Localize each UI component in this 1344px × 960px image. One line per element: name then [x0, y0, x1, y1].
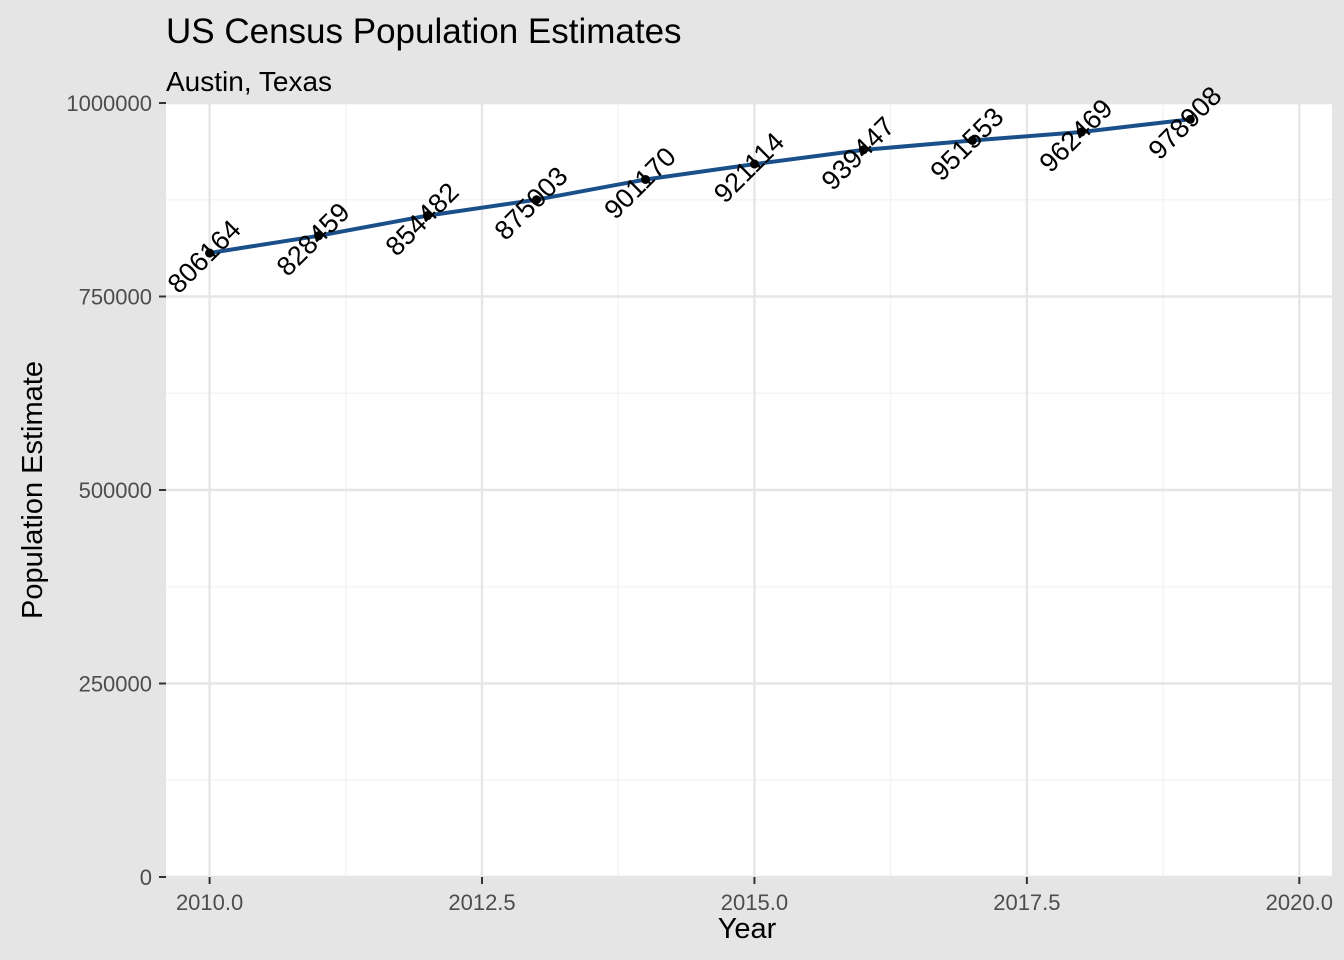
data-point: [1076, 127, 1086, 137]
y-tick-label: 750000: [79, 285, 152, 310]
chart-subtitle: Austin, Texas: [166, 66, 332, 97]
data-point: [749, 159, 759, 169]
x-tick-label: 2015.0: [721, 890, 788, 915]
data-point: [640, 174, 650, 184]
data-point: [1185, 114, 1195, 124]
data-point: [205, 248, 215, 258]
y-axis-title: Population Estimate: [17, 361, 49, 619]
axes: 2010.0 2012.5 2015.0 2017.5 2020.0 0 250000 500…: [66, 91, 1333, 915]
data-point: [967, 135, 977, 145]
y-tick-label: 250000: [79, 672, 152, 697]
data-point: [532, 195, 542, 205]
x-axis-title: Year: [718, 913, 777, 945]
y-tick-label: 500000: [79, 478, 152, 503]
x-tick-label: 2010.0: [176, 890, 243, 915]
x-tick-label: 2020.0: [1266, 890, 1333, 915]
x-tick-label: 2017.5: [993, 890, 1060, 915]
gridlines: [166, 101, 1332, 879]
series: [205, 114, 1195, 258]
data-point: [423, 211, 433, 221]
x-tick-label: 2012.5: [448, 890, 515, 915]
y-tick-label: 1000000: [66, 91, 152, 116]
chart-title: US Census Population Estimates: [166, 12, 682, 51]
data-point: [858, 145, 868, 155]
series-line: [209, 117, 1191, 255]
y-tick-label: 0: [140, 865, 152, 890]
data-point: [314, 231, 324, 241]
